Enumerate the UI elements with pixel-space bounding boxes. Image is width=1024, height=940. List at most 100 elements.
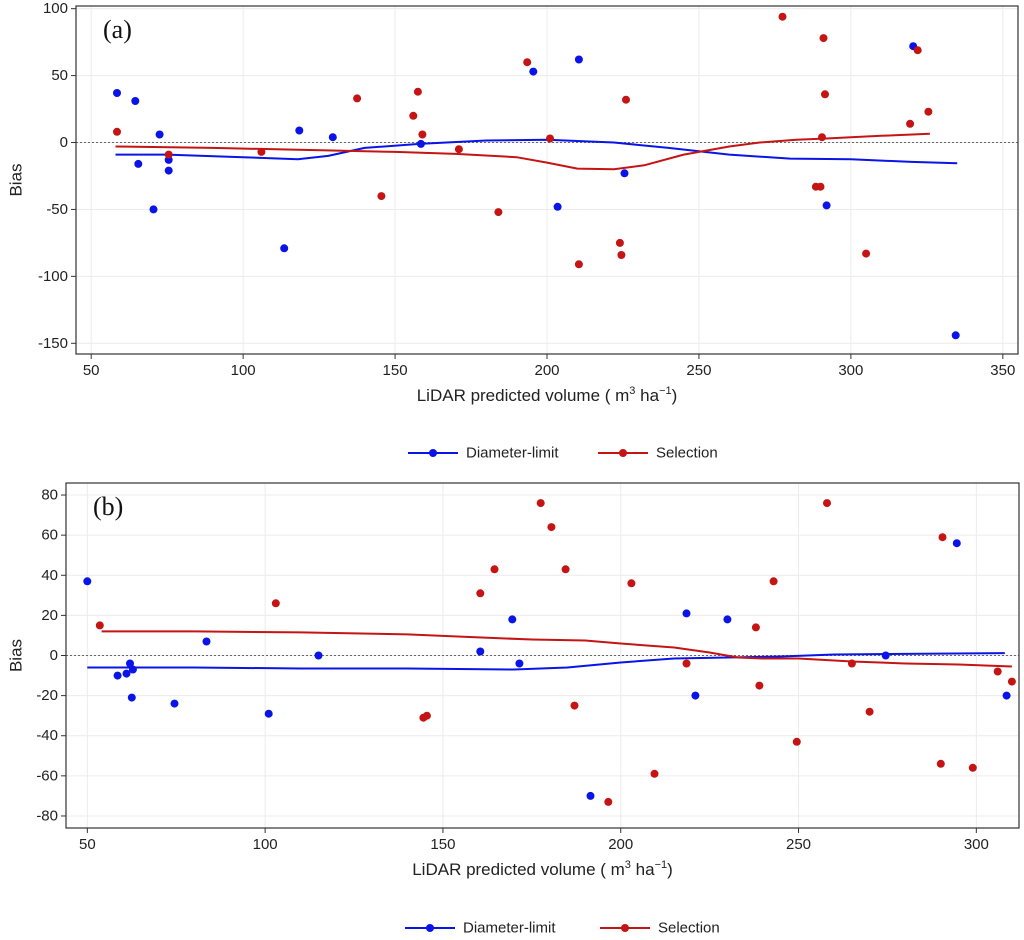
data-point-selection [818,133,826,142]
smooth-line-diameter-limit [87,652,1005,671]
panel-label: (b) [93,492,123,521]
y-tick-label: -50 [46,201,68,218]
y-axis-title: Bias [7,639,26,672]
data-point-diameter-limit [723,615,732,624]
data-point-diameter-limit [515,659,524,668]
data-point-selection [422,711,431,720]
data-point-selection [353,94,362,103]
data-point-selection [523,58,532,67]
legend-label-diameter-limit: Diameter-limit [463,920,556,937]
legend-marker-diameter-limit [426,924,434,932]
data-point-selection [257,147,266,156]
x-tick-label: 150 [383,362,408,379]
x-tick-label: 300 [838,362,863,379]
data-point-diameter-limit [264,709,273,718]
x-tick-label: 200 [534,362,559,379]
panel-label: (a) [103,15,132,44]
data-point-selection [271,599,280,608]
data-point-selection [913,46,922,55]
data-point-diameter-limit [881,651,890,660]
x-axis-title: LiDAR predicted volume ( m3 ha−1) [412,859,673,879]
data-point-diameter-limit [682,609,691,618]
data-point-diameter-limit [691,691,700,700]
data-point-selection [816,182,825,191]
data-point-diameter-limit [529,67,538,76]
y-tick-label: -20 [36,687,58,704]
data-point-selection [819,34,828,43]
data-point-diameter-limit [574,55,583,64]
data-point-selection [413,87,422,96]
y-tick-label: -80 [36,807,58,824]
x-tick-label: 100 [253,836,278,853]
data-point-selection [615,238,624,247]
data-point-diameter-limit [134,159,143,168]
x-axis-title-suffix: ) [667,860,673,879]
data-point-diameter-limit [122,669,131,678]
data-point-diameter-limit [951,331,960,340]
data-point-diameter-limit [1002,691,1011,700]
y-tick-label: 20 [41,607,58,624]
data-point-selection [778,12,787,21]
x-axis-title-sup2: −1 [659,385,672,397]
x-axis-title-sup2: −1 [655,859,668,871]
x-tick-label: 150 [430,836,455,853]
y-tick-label: 0 [60,134,68,151]
legend-label-selection: Selection [658,920,720,937]
data-point-selection [547,523,556,532]
x-tick-label: 50 [83,362,100,379]
x-tick-label: 100 [231,362,256,379]
data-point-diameter-limit [149,205,158,214]
data-point-selection [561,565,570,574]
x-axis-title-prefix: LiDAR predicted volume ( m [417,386,630,405]
y-tick-label: 100 [43,0,68,17]
data-point-selection [604,797,613,806]
x-tick-label: 50 [79,836,96,853]
data-point-selection [823,499,831,508]
y-tick-label: 0 [50,647,58,664]
y-tick-label: 40 [41,567,58,584]
data-point-selection [546,134,554,143]
data-point-selection [938,533,947,542]
data-point-selection [95,621,104,630]
data-point-diameter-limit [126,659,134,668]
data-point-selection [751,623,760,632]
data-point-selection [968,763,977,772]
legend-label-diameter-limit: Diameter-limit [466,445,559,462]
data-point-selection [570,701,579,710]
y-tick-label: -150 [38,335,68,352]
x-axis-title-suffix: ) [672,386,678,405]
x-axis-title: LiDAR predicted volume ( m3 ha−1) [417,385,678,405]
x-axis-title-sup1: 3 [629,385,635,397]
y-tick-label: 60 [41,527,58,544]
x-axis-title-sup1: 3 [625,859,631,871]
data-point-selection [936,759,945,768]
data-point-selection [409,111,418,120]
data-point-selection [792,737,801,746]
data-point-diameter-limit [328,133,337,142]
data-point-selection [418,130,427,139]
data-point-selection [993,667,1002,676]
data-point-selection [769,577,778,586]
data-point-selection [821,90,829,99]
data-point-diameter-limit [155,130,164,139]
data-point-selection [682,659,691,668]
data-point-selection [865,707,874,716]
data-point-diameter-limit [416,139,425,148]
data-point-selection [924,107,933,116]
legend: Diameter-limit Selection [405,920,720,937]
data-point-diameter-limit [202,637,211,646]
data-point-diameter-limit [553,202,562,211]
x-axis-title-prefix: LiDAR predicted volume ( m [412,860,625,879]
y-tick-label: 80 [41,487,58,504]
data-point-selection [113,127,121,136]
legend-label-selection: Selection [656,445,718,462]
data-point-selection [536,499,545,508]
data-point-diameter-limit [170,699,179,708]
data-point-diameter-limit [280,244,289,253]
data-point-diameter-limit [508,615,517,624]
chart-panel-0: 50 100 150 200 250 300 350 -150 -100 -50 0 50 100 (a)… [7,0,1019,462]
data-point-selection [164,150,173,159]
data-point-selection [862,249,871,258]
data-point-diameter-limit [314,651,323,660]
data-point-diameter-limit [83,577,92,586]
